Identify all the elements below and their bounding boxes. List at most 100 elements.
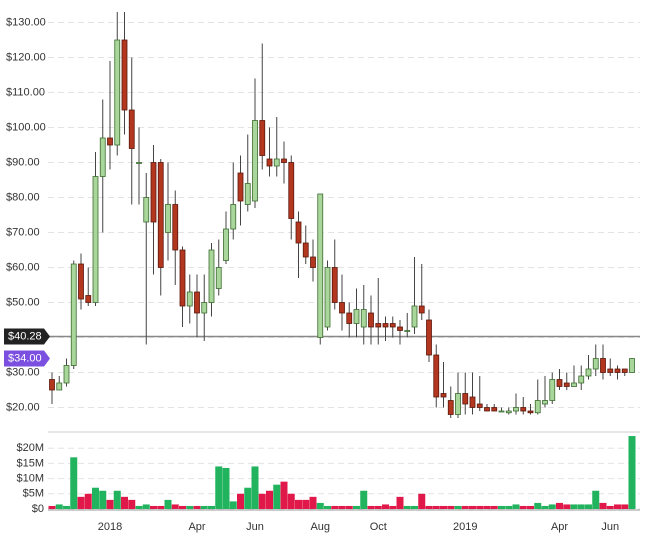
volume-bar [48, 505, 56, 509]
candle-body [237, 172, 244, 202]
volume-bar [237, 493, 244, 509]
volume-bar [425, 505, 433, 509]
candle-body [527, 410, 534, 414]
candle-body [70, 263, 77, 366]
candle-body [498, 410, 505, 413]
volume-bar [534, 502, 542, 509]
candle-body [295, 221, 302, 244]
volume-bar [229, 501, 237, 509]
volume-bar [374, 505, 382, 509]
volume-bar [157, 505, 165, 509]
candle-body [310, 256, 316, 268]
volume-bar [99, 490, 107, 509]
candle-body [324, 267, 331, 328]
candle-body [252, 120, 258, 202]
volume-bar [396, 496, 404, 509]
candle-body [629, 358, 635, 373]
volume-bar [447, 505, 455, 509]
volume-bar [309, 496, 317, 509]
candle-body [360, 309, 367, 328]
candle-body [194, 291, 200, 314]
candle-body [157, 162, 164, 268]
price-label: $40.28 [8, 330, 42, 342]
y-tick-label: $10M [16, 473, 44, 485]
volume-bar [179, 505, 186, 509]
volume-bar [360, 490, 368, 509]
y-tick-label: $130.00 [6, 16, 46, 28]
volume-bar [338, 505, 346, 509]
y-tick-label: $110.00 [6, 86, 45, 98]
candle-body [78, 263, 84, 300]
candle-body [520, 407, 527, 412]
candle-body [382, 323, 389, 328]
candle-body [600, 358, 606, 373]
x-tick-label: Jun [601, 521, 619, 533]
volume-bar [150, 505, 157, 509]
y-tick-label: $120.00 [6, 51, 46, 63]
candle-body [418, 305, 425, 314]
candle-body [397, 326, 403, 331]
volume-bar [570, 504, 578, 509]
volume-bar [135, 505, 143, 509]
candle-body [455, 393, 461, 415]
volume-bar [273, 484, 281, 509]
volume-bar [440, 505, 447, 509]
volume-bar [490, 505, 498, 509]
candle-body [534, 400, 541, 414]
candle-body [505, 410, 512, 414]
volume-bar [77, 496, 85, 509]
candle-body [426, 319, 432, 356]
last-price-label: $34.00 [8, 352, 42, 364]
volume-bar [367, 505, 375, 509]
candle-body [288, 162, 295, 219]
x-tick-label: Aug [310, 521, 330, 533]
volume-bar [505, 505, 513, 509]
candle-body [462, 393, 469, 405]
volume-bar [345, 505, 353, 509]
volume-bar [258, 493, 266, 509]
candle-body [484, 407, 490, 412]
volume-bar [353, 505, 360, 509]
candle-body [607, 368, 614, 373]
y-tick-label: $100.00 [6, 121, 46, 133]
volume-bar [208, 505, 215, 509]
volume-bar [295, 499, 302, 509]
volume-bar [606, 505, 614, 509]
volume-bar [113, 490, 121, 509]
candle-body [549, 379, 556, 401]
volume-bar [483, 505, 491, 509]
candle-body [563, 382, 570, 387]
candle-body [244, 183, 251, 205]
volume-bar [519, 505, 527, 509]
y-tick-label: $0 [32, 503, 44, 515]
last-price-bg [4, 350, 50, 367]
volume-bar [266, 490, 273, 509]
volume-bar [55, 504, 63, 509]
candle-body [99, 137, 106, 177]
volume-bar [614, 504, 621, 509]
candle-body [165, 204, 171, 233]
candle-body [107, 137, 113, 146]
candle-body [259, 120, 266, 156]
volume-bar [193, 505, 201, 509]
candle-body [571, 382, 577, 387]
volume-bar [498, 505, 505, 509]
volume-bar [512, 504, 520, 509]
candle-body [136, 162, 142, 164]
candle-body [491, 407, 498, 412]
y-tick-label: $80.00 [6, 191, 40, 203]
candle-body [389, 323, 396, 328]
volume-bar [222, 467, 230, 509]
x-tick-label: Oct [370, 521, 387, 533]
volume-bar [142, 504, 150, 509]
volume-bar [454, 505, 462, 509]
y-tick-label: $90.00 [6, 156, 40, 168]
volume-bar [585, 504, 592, 509]
volume-bar [171, 504, 179, 509]
candle-body [447, 400, 454, 415]
x-tick-label: 2018 [98, 521, 122, 533]
volume-bar [280, 481, 288, 509]
candle-body [63, 365, 70, 384]
volume-bar [418, 493, 426, 509]
volume-bar [389, 505, 397, 509]
